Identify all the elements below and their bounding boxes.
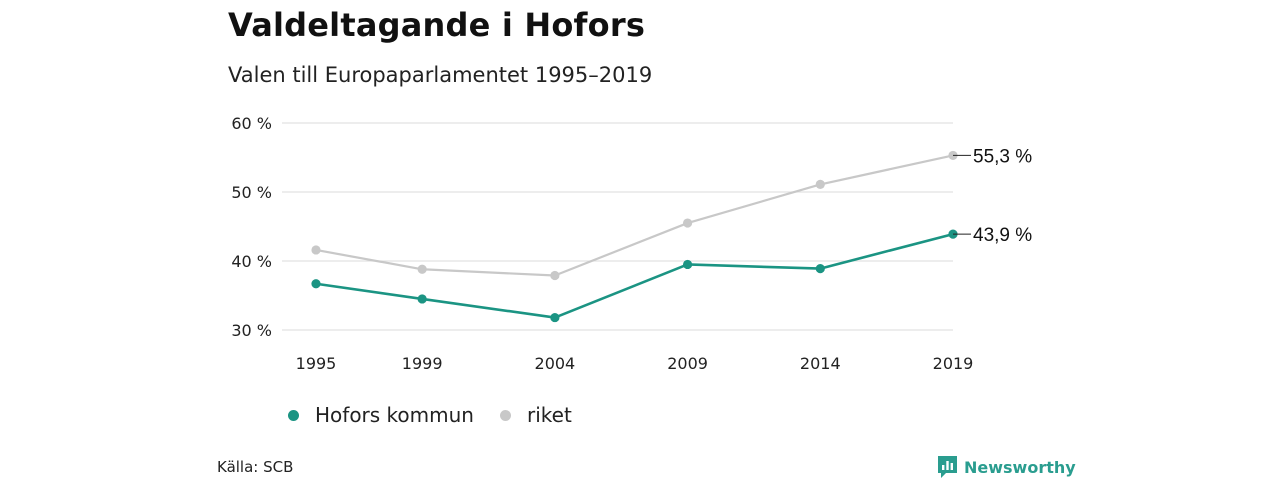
legend-item-riket: riket <box>499 403 572 427</box>
x-tick-label-1995: 1995 <box>296 354 337 373</box>
y-tick-label-50: 50 % <box>231 183 272 202</box>
y-axis-ticks: 30 % 40 % 50 % 60 % <box>231 114 272 340</box>
series-lines <box>311 150 958 323</box>
data-point-hofors-kommun-2004 <box>550 312 560 323</box>
x-tick-label-2014: 2014 <box>800 354 841 373</box>
legend-item-hofors: Hofors kommun <box>288 403 474 427</box>
bar-chart-speech-bubble-icon <box>938 456 957 478</box>
end-label-riket: 55,3 % <box>973 146 1032 167</box>
legend: Hofors kommun riket <box>288 403 598 427</box>
legend-dot-hofors <box>288 409 299 421</box>
end-labels: 55,3 % 43,9 % <box>953 146 1032 246</box>
legend-label-hofors: Hofors kommun <box>315 403 474 427</box>
x-tick-label-1999: 1999 <box>402 354 443 373</box>
series-line-hofors-kommun <box>315 232 954 319</box>
chart-title: Valdeltagande i Hofors <box>228 6 646 44</box>
grid-lines <box>282 122 953 331</box>
legend-dot-riket <box>499 409 511 421</box>
series-line-riket <box>315 154 954 277</box>
source-note: Källa: SCB <box>217 458 294 476</box>
end-label-hofors-kommun: 43,9 % <box>973 225 1032 246</box>
y-tick-label-30: 30 % <box>231 321 272 340</box>
y-tick-label-40: 40 % <box>231 252 272 271</box>
data-point-hofors-kommun-1999 <box>417 294 427 304</box>
x-axis-ticks: 1995 1999 2004 2009 2014 2019 <box>296 354 974 373</box>
data-point-riket-1999 <box>417 264 427 274</box>
x-tick-label-2019: 2019 <box>933 354 974 373</box>
data-point-riket-2014 <box>815 179 825 190</box>
brand-name: Newsworthy <box>964 457 1076 477</box>
chart-subtitle: Valen till Europaparlamentet 1995–2019 <box>228 63 653 87</box>
x-tick-label-2004: 2004 <box>535 354 576 373</box>
data-point-hofors-kommun-2014 <box>815 263 825 274</box>
legend-label-riket: riket <box>526 403 572 427</box>
data-point-hofors-kommun-2009 <box>682 259 693 270</box>
data-point-riket-2004 <box>550 270 560 281</box>
brand-logo: Newsworthy <box>937 455 1076 479</box>
x-tick-label-2009: 2009 <box>667 354 708 373</box>
data-point-riket-1995 <box>311 245 321 255</box>
y-tick-label-60: 60 % <box>231 114 272 133</box>
data-point-hofors-kommun-1995 <box>311 279 321 289</box>
data-point-riket-2009 <box>682 218 693 228</box>
